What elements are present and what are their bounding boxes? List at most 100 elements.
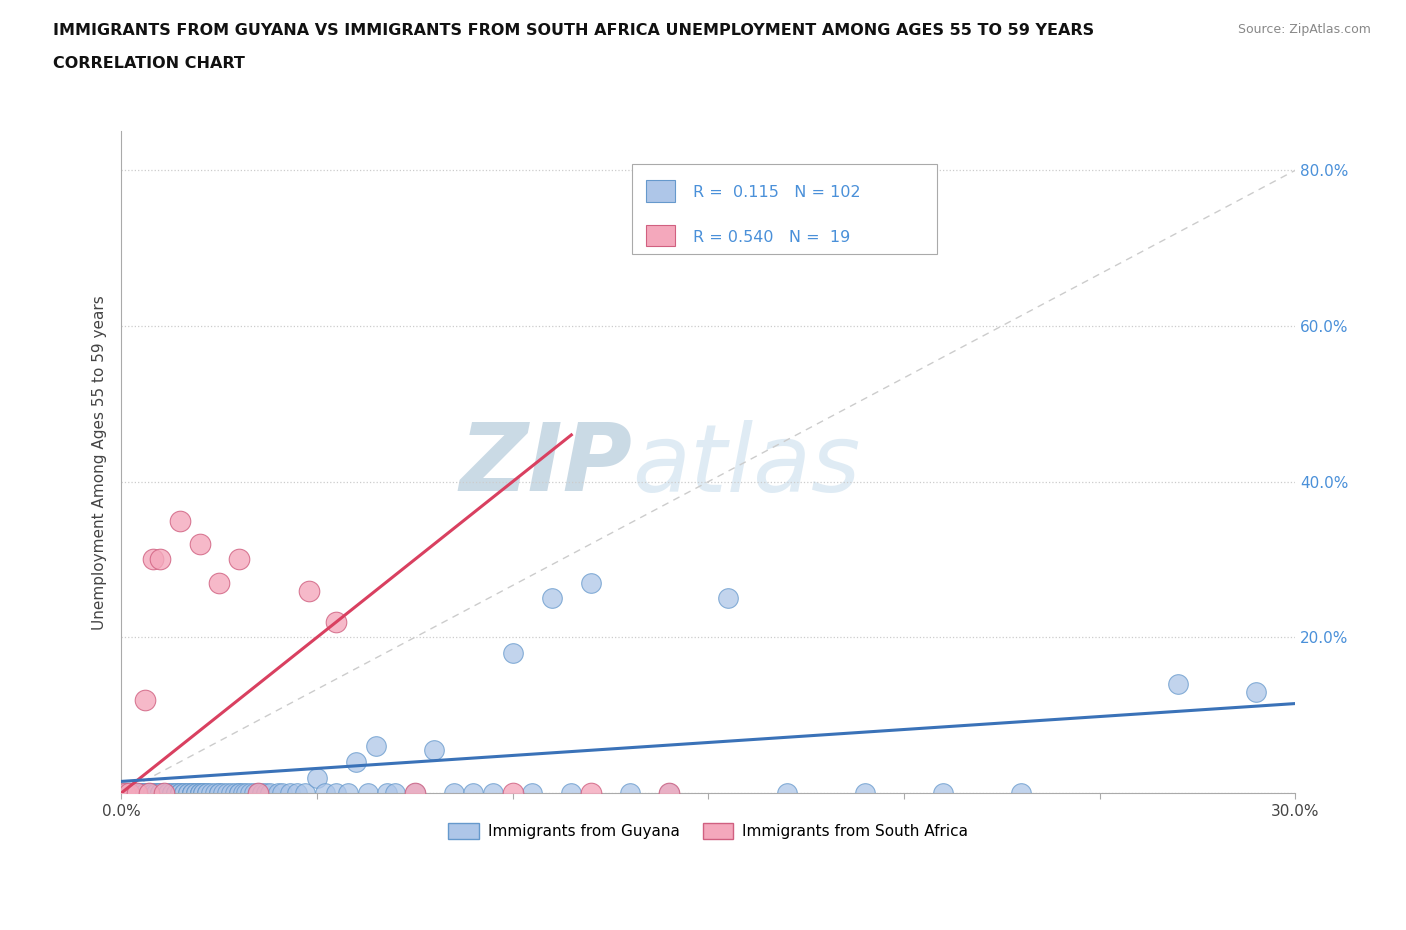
Immigrants from Guyana [193, 786, 215, 801]
Immigrants from Guyana [165, 786, 187, 801]
Immigrants from Guyana [232, 786, 254, 801]
Immigrants from Guyana [138, 786, 160, 801]
Immigrants from Guyana [195, 786, 218, 801]
Immigrants from Guyana [118, 786, 141, 801]
FancyBboxPatch shape [647, 225, 675, 246]
Text: Source: ZipAtlas.com: Source: ZipAtlas.com [1237, 23, 1371, 36]
Text: CORRELATION CHART: CORRELATION CHART [53, 56, 245, 71]
Text: R =  0.115   N = 102: R = 0.115 N = 102 [693, 185, 860, 201]
Immigrants from Guyana [145, 786, 167, 801]
Immigrants from Guyana [149, 786, 172, 801]
Immigrants from Guyana [114, 786, 136, 801]
Immigrants from Guyana [180, 786, 202, 801]
Immigrants from Guyana [250, 786, 273, 801]
Immigrants from Guyana [208, 786, 231, 801]
Immigrants from Guyana [325, 786, 347, 801]
Immigrants from Guyana [377, 786, 399, 801]
Immigrants from Guyana [384, 786, 406, 801]
Immigrants from Guyana [169, 786, 191, 801]
Immigrants from Guyana [259, 786, 281, 801]
Immigrants from Guyana [122, 786, 145, 801]
Immigrants from South Africa [141, 552, 163, 567]
Immigrants from Guyana [254, 786, 277, 801]
Immigrants from Guyana [134, 786, 156, 801]
FancyBboxPatch shape [633, 165, 938, 254]
Immigrants from Guyana [180, 786, 202, 801]
Immigrants from Guyana [169, 786, 191, 801]
Immigrants from Guyana [200, 786, 222, 801]
Immigrants from Guyana [165, 786, 187, 801]
Immigrants from Guyana [129, 786, 152, 801]
Immigrants from Guyana [1167, 677, 1189, 692]
Immigrants from Guyana [118, 786, 141, 801]
Immigrants from Guyana [285, 786, 308, 801]
Immigrants from Guyana [138, 786, 160, 801]
Immigrants from Guyana [134, 786, 156, 801]
Immigrants from Guyana [145, 786, 167, 801]
Immigrants from Guyana [344, 754, 367, 769]
Immigrants from South Africa [125, 786, 148, 801]
Immigrants from Guyana [184, 786, 207, 801]
FancyBboxPatch shape [647, 180, 675, 202]
Immigrants from Guyana [267, 786, 290, 801]
Immigrants from Guyana [932, 786, 955, 801]
Immigrants from Guyana [294, 786, 316, 801]
Immigrants from Guyana [463, 786, 485, 801]
Immigrants from Guyana [212, 786, 235, 801]
Immigrants from Guyana [224, 786, 246, 801]
Immigrants from South Africa [298, 583, 321, 598]
Immigrants from Guyana [853, 786, 876, 801]
Immigrants from Guyana [305, 770, 328, 785]
Immigrants from Guyana [125, 786, 148, 801]
Immigrants from South Africa [188, 537, 211, 551]
Immigrants from Guyana [482, 786, 505, 801]
Legend: Immigrants from Guyana, Immigrants from South Africa: Immigrants from Guyana, Immigrants from … [441, 817, 974, 845]
Immigrants from Guyana [270, 786, 292, 801]
Immigrants from South Africa [502, 786, 524, 801]
Immigrants from Guyana [228, 786, 250, 801]
Immigrants from Guyana [228, 786, 250, 801]
Immigrants from South Africa [404, 786, 426, 801]
Immigrants from Guyana [122, 786, 145, 801]
Immigrants from Guyana [540, 591, 562, 605]
Immigrants from Guyana [173, 786, 195, 801]
Immigrants from Guyana [235, 786, 257, 801]
Text: ZIP: ZIP [460, 419, 633, 512]
Immigrants from Guyana [188, 786, 211, 801]
Immigrants from Guyana [114, 786, 136, 801]
Immigrants from South Africa [208, 576, 231, 591]
Immigrants from South Africa [153, 786, 176, 801]
Immigrants from Guyana [423, 743, 446, 758]
Immigrants from Guyana [579, 576, 602, 591]
Immigrants from South Africa [579, 786, 602, 801]
Immigrants from Guyana [180, 786, 202, 801]
Immigrants from Guyana [219, 786, 242, 801]
Immigrants from South Africa [138, 786, 160, 801]
Immigrants from South Africa [228, 552, 250, 567]
Immigrants from Guyana [157, 786, 180, 801]
Immigrants from Guyana [364, 739, 387, 754]
Immigrants from Guyana [775, 786, 797, 801]
Immigrants from Guyana [177, 786, 200, 801]
Immigrants from Guyana [278, 786, 301, 801]
Immigrants from Guyana [122, 786, 145, 801]
Immigrants from Guyana [149, 786, 172, 801]
Immigrants from Guyana [658, 786, 681, 801]
Immigrants from Guyana [215, 786, 238, 801]
Immigrants from South Africa [169, 513, 191, 528]
Immigrants from South Africa [325, 615, 347, 630]
Immigrants from Guyana [169, 786, 191, 801]
Immigrants from Guyana [149, 786, 172, 801]
Immigrants from Guyana [149, 786, 172, 801]
Immigrants from Guyana [208, 786, 231, 801]
Immigrants from Guyana [149, 786, 172, 801]
Immigrants from Guyana [1011, 786, 1033, 801]
Immigrants from Guyana [243, 786, 266, 801]
Immigrants from Guyana [129, 786, 152, 801]
Immigrants from Guyana [717, 591, 740, 605]
Text: IMMIGRANTS FROM GUYANA VS IMMIGRANTS FROM SOUTH AFRICA UNEMPLOYMENT AMONG AGES 5: IMMIGRANTS FROM GUYANA VS IMMIGRANTS FRO… [53, 23, 1094, 38]
Text: atlas: atlas [633, 420, 860, 511]
Immigrants from Guyana [134, 786, 156, 801]
Immigrants from Guyana [204, 786, 226, 801]
Immigrants from Guyana [619, 786, 641, 801]
